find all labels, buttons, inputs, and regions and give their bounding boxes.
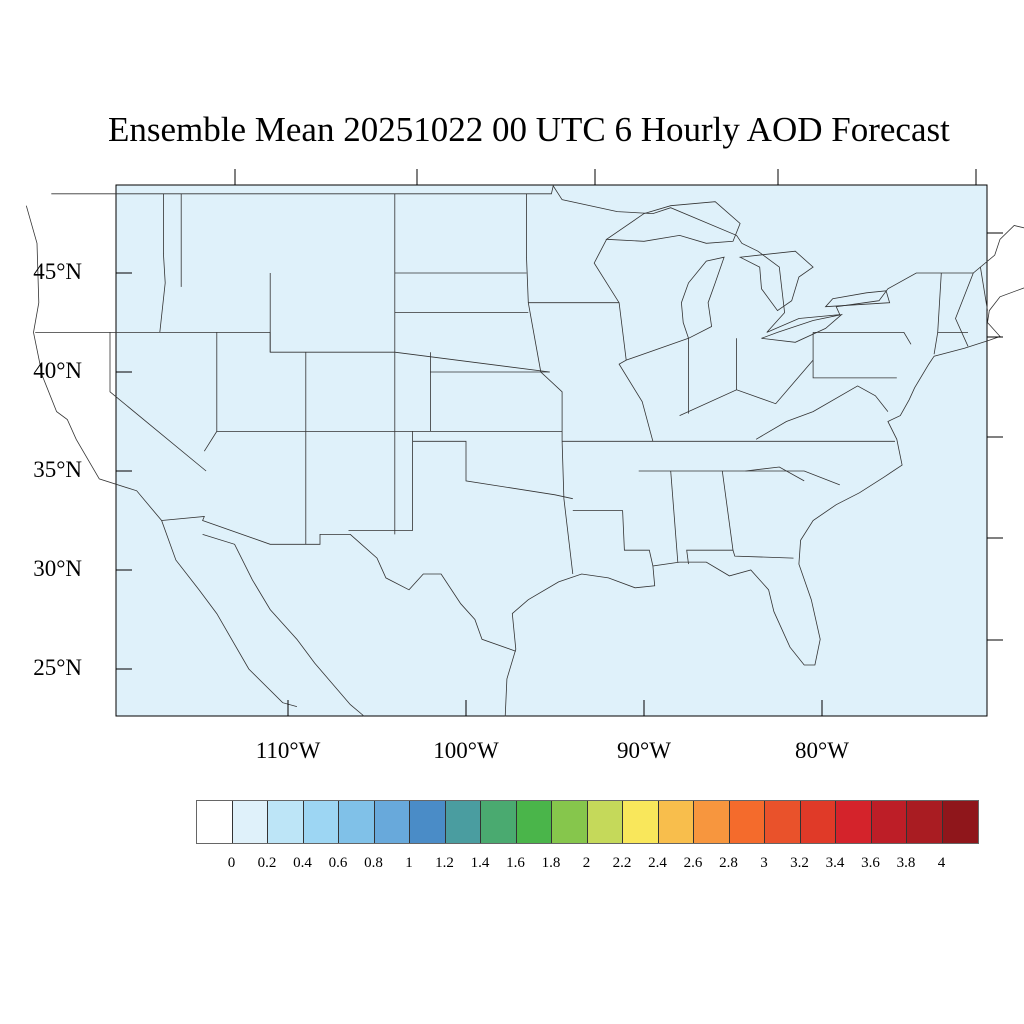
colorbar-swatch [623,801,659,843]
east-gulf-coastline [504,287,1024,717]
state-boundary [109,332,207,472]
state-boundary [572,510,654,567]
colorbar-swatch [410,801,446,843]
colorbar-label: 2 [582,855,591,871]
colorbar [196,800,979,844]
state-boundary [812,332,897,379]
state-boundary [159,193,166,333]
map-title: Ensemble Mean 20251022 00 UTC 6 Hourly A… [108,110,950,149]
lat-label-25: 25°N [33,655,82,680]
colorbar-label: 1.4 [470,855,490,871]
lat-label-30: 30°N [33,556,82,581]
state-boundary [670,470,679,563]
colorbar-swatch [481,801,517,843]
colorbar-swatch [907,801,943,843]
state-boundary [526,193,574,575]
state-boundary [638,470,840,486]
colorbar-label: 4 [937,855,946,871]
state-boundary [813,332,912,345]
state-boundary [686,470,734,565]
lat-label-40: 40°N [33,358,82,383]
colorbar-swatch [303,801,339,843]
colorbar-label: 3.4 [825,855,845,871]
colorbar-swatch [339,801,375,843]
colorbar-swatch [232,801,268,843]
state-boundary [679,359,814,416]
state-boundary [618,337,689,442]
lake-michigan [680,256,725,339]
colorbar-swatch [765,801,801,843]
colorbar-label: 2.4 [648,855,667,871]
colorbar-label: 3.2 [790,855,809,871]
state-boundary [593,239,627,361]
state-boundary [955,272,974,347]
lat-label-35: 35°N [33,457,82,482]
colorbar-swatch [871,801,907,843]
state-boundary [412,440,573,500]
colorbar-label: 2.8 [719,855,738,871]
colorbar-label: 0.6 [328,855,348,871]
colorbar-label: 2.6 [683,855,703,871]
colorbar-swatch [942,801,978,843]
lon-label-110w: 110°W [255,738,321,763]
colorbar-swatch [800,801,836,843]
colorbar-label: 0.2 [257,855,277,871]
lon-label-100w: 100°W [433,738,499,763]
map-boundaries [25,184,1024,717]
lake-erie [761,313,844,343]
colorbar-swatch [445,801,481,843]
state-boundary [980,267,988,311]
colorbar-label: 2.2 [612,855,632,871]
colorbar-swatch [836,801,872,843]
colorbar-swatch [729,801,765,843]
lon-label-90w: 90°W [617,738,671,763]
colorbar-swatch [587,801,623,843]
colorbar-label: 3.6 [861,855,880,871]
colorbar-label: 1.2 [435,855,454,871]
colorbar-label: 0 [227,855,236,871]
state-boundary [348,431,413,531]
colorbar-label: 1.6 [506,855,525,871]
colorbar-swatch [552,801,588,843]
lake-huron [738,250,814,312]
lake-superior [605,201,741,244]
lat-label-45: 45°N [33,259,82,284]
colorbar-label: 1.8 [541,855,561,871]
colorbar-swatch [658,801,694,843]
axis-ticks [116,169,1003,716]
west-coastline [25,205,298,707]
state-boundary [755,385,889,440]
colorbar-label: 0.4 [293,855,312,871]
us-mexico-border [161,516,516,652]
colorbar-label: 0.8 [364,855,383,871]
state-boundary [732,550,794,559]
map-plot-area [115,184,988,717]
gulf-of-california-coast [202,534,365,717]
lake-ontario [824,290,891,308]
colorbar-label: 3 [760,855,768,871]
state-boundary [745,466,805,482]
colorbar-label: 3.8 [896,855,916,871]
colorbar-swatch [516,801,552,843]
lon-label-80w: 80°W [795,738,849,763]
colorbar-swatch [374,801,410,843]
us-canada-border [51,184,1024,333]
colorbar-swatch [197,801,233,843]
colorbar-label: 1 [405,855,413,871]
colorbar-swatch [694,801,730,843]
colorbar-swatch [268,801,304,843]
